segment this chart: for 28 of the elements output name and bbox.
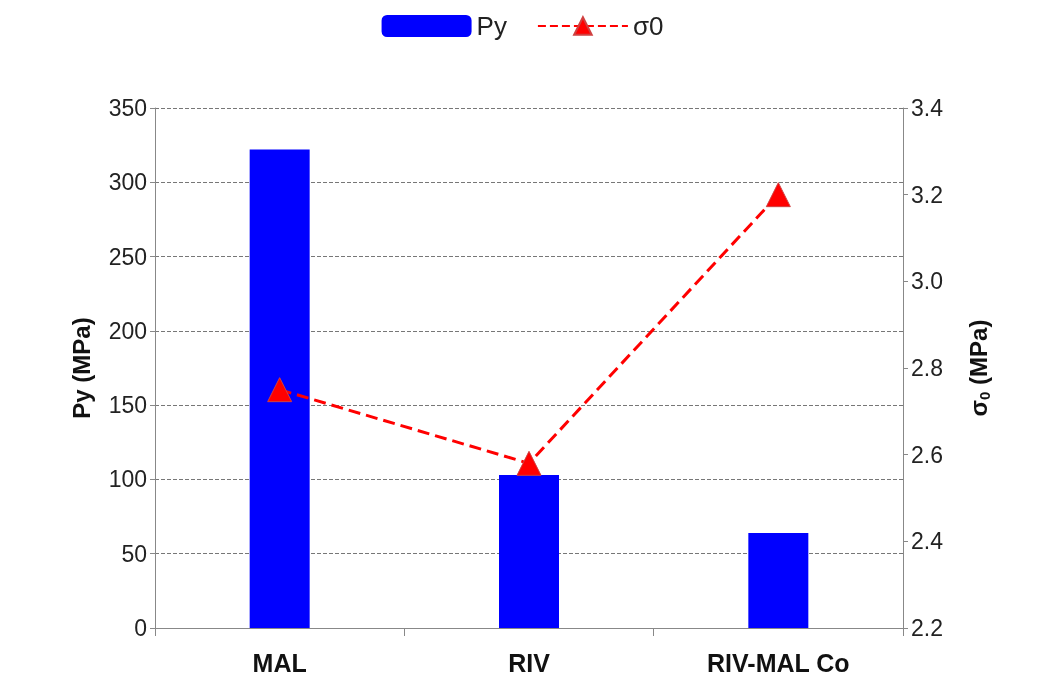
y-tick-label: 200 [108, 317, 147, 344]
point [516, 450, 542, 476]
y-tick-label: 100 [108, 466, 147, 493]
y-tick-label: 0 [134, 615, 147, 641]
y-axis-title: Py (MPa) [67, 317, 95, 419]
x-tick-label: RIV-MAL Co [707, 648, 850, 677]
bar [499, 474, 559, 628]
y2-tick-label: 2.2 [911, 615, 943, 641]
x-tick-label: RIV [508, 648, 551, 677]
y2-tick-label: 3.4 [911, 95, 944, 121]
point [267, 377, 293, 403]
y-tick-label: 150 [108, 392, 147, 419]
point [765, 182, 791, 208]
y2-tick-label: 2.6 [911, 441, 943, 468]
legend-label: Py [476, 11, 507, 41]
y-tick-label: 250 [108, 243, 147, 270]
y2-tick-label: 2.4 [911, 528, 944, 555]
legend-label: σ0 [632, 11, 664, 41]
x-tick-label: MAL [252, 648, 307, 677]
y2-tick-label: 3.0 [911, 268, 943, 295]
y2-tick-label: 3.2 [911, 181, 943, 208]
bar [748, 532, 809, 628]
y-tick-label: 300 [108, 169, 147, 196]
bar [249, 149, 310, 628]
y2-axis-title: σ0 (MPa) [965, 319, 993, 417]
y2-tick-label: 2.8 [911, 355, 943, 381]
y-tick-label: 350 [108, 95, 147, 121]
y-tick-label: 50 [121, 540, 147, 567]
